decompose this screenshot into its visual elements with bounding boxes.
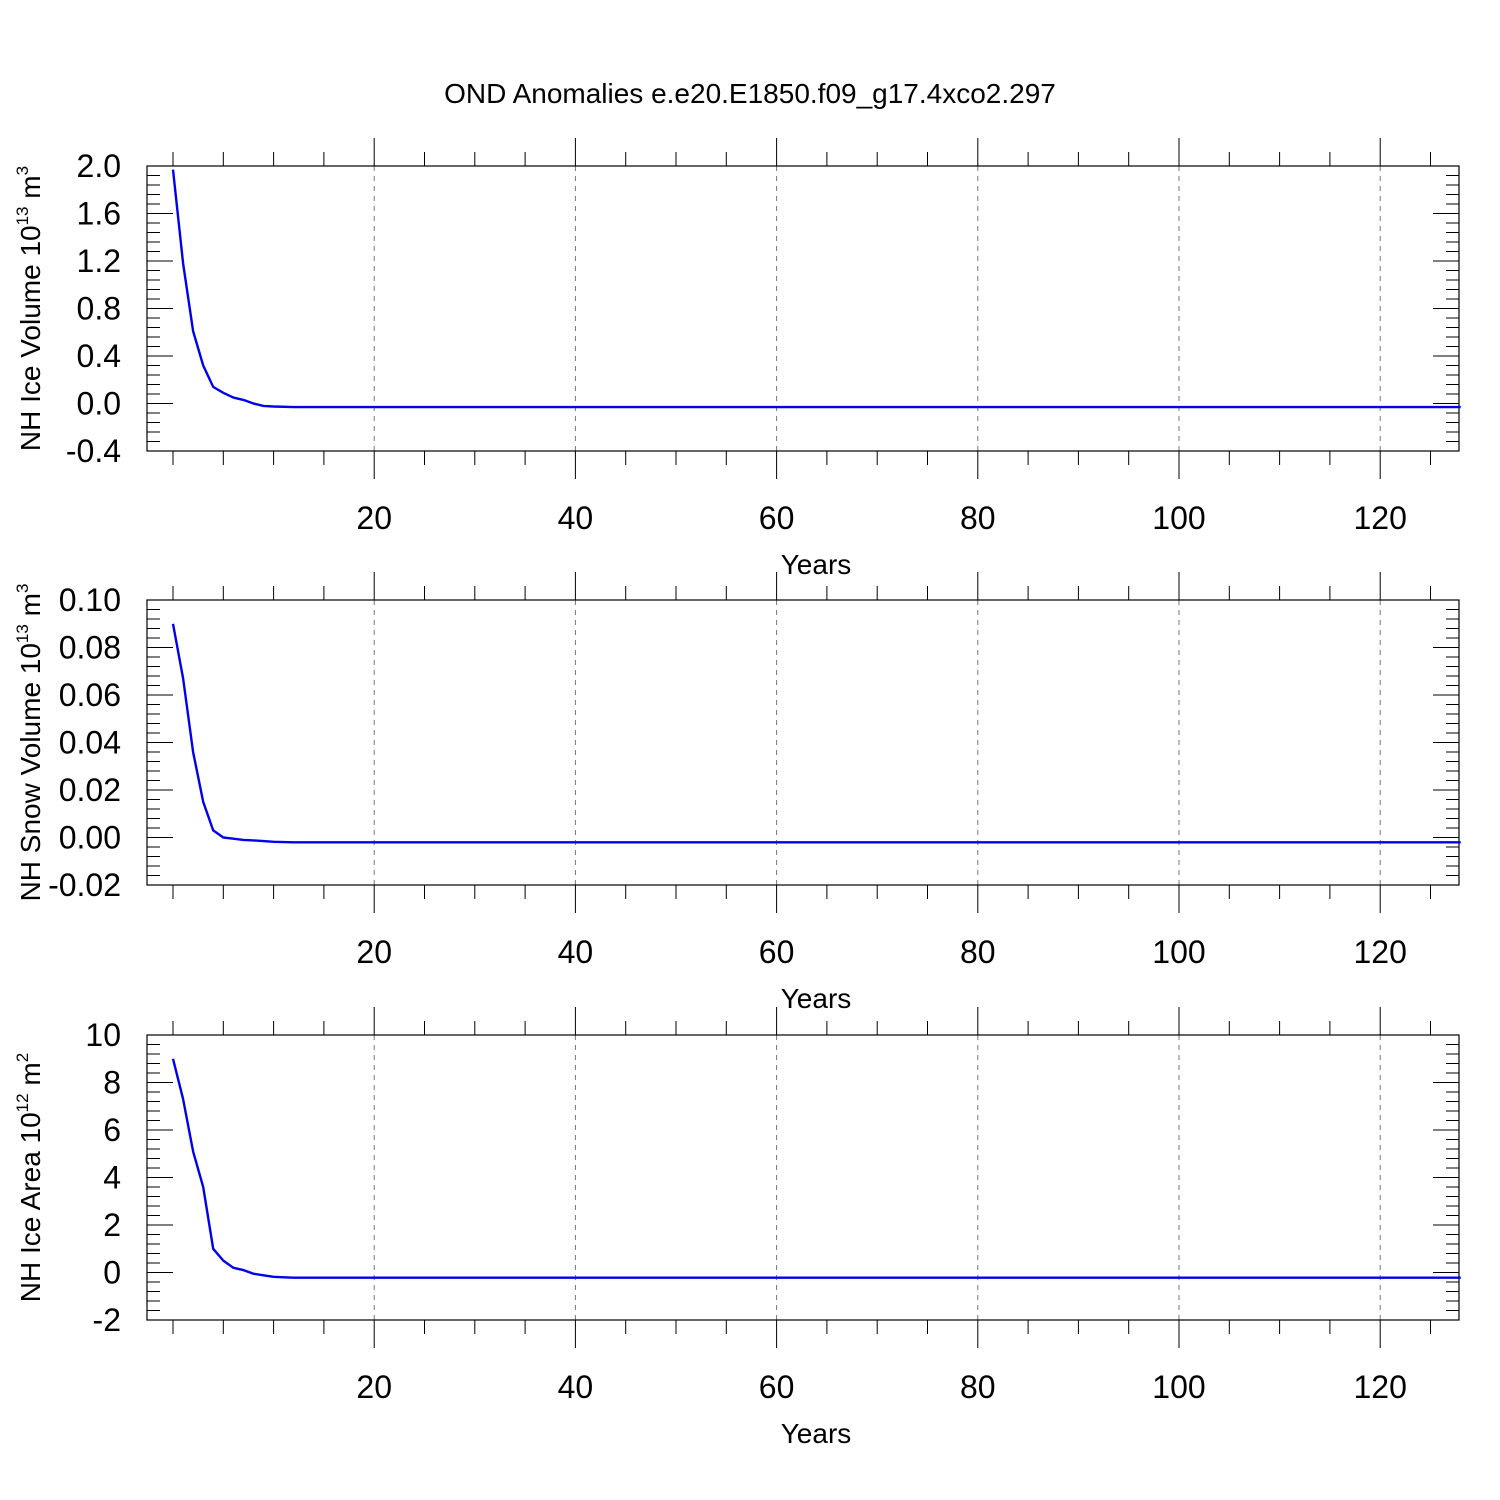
y-axis-label-part: NH Ice Area 10 [15,1112,46,1302]
chart-panel-1: 2.0 1.6 1.2 0.8 0.4 0.0 -0.4 20 40 60 80 100 120 Year… [13,138,1461,580]
x-tick-label: 20 [356,934,392,970]
y-axis-label-superscript: 3 [13,166,32,175]
x-tick-label: 40 [558,1369,594,1405]
y-axis-label-part: m [15,1062,46,1093]
y-axis-label: NH Snow Volume 1013 m3 [13,584,46,902]
y-axis-label-superscript: 3 [13,584,32,593]
x-axis-label: Years [781,983,852,1014]
x-tick-label: 40 [558,934,594,970]
y-tick-label: 0.4 [77,338,121,374]
x-tick-label: 80 [960,1369,996,1405]
x-tick-label: 60 [759,500,795,536]
y-tick-label: 0 [103,1255,121,1291]
y-tick-label: 0.00 [59,820,121,856]
y-tick-label: -2 [93,1302,121,1338]
y-tick-label: 2.0 [77,148,121,184]
x-tick-label: 80 [960,500,996,536]
y-axis-label-part: m [15,175,46,206]
series-line [171,169,1461,409]
x-tick-label: 100 [1152,1369,1205,1405]
x-tick-label: 120 [1354,500,1407,536]
y-axis-label-superscript: 13 [13,206,32,225]
x-axis-label: Years [781,549,852,580]
x-tick-label: 100 [1152,500,1205,536]
y-axis-label: NH Ice Volume 1013 m3 [13,166,46,451]
y-axis-label-part: NH Ice Volume 10 [15,225,46,451]
series-line [171,623,1461,844]
x-tick-label: 120 [1354,1369,1407,1405]
y-tick-label: 4 [103,1160,121,1196]
y-tick-label: 2 [103,1207,121,1243]
y-tick-label: 1.2 [77,243,121,279]
y-axis-label-superscript: 12 [13,1093,32,1112]
x-axis-label: Years [781,1418,852,1449]
x-tick-label: 80 [960,934,996,970]
y-tick-label: 0.08 [59,630,121,666]
y-tick-label: 0.8 [77,291,121,327]
y-tick-label: 0.02 [59,772,121,808]
y-tick-label: 0.06 [59,677,121,713]
y-tick-label: -0.4 [66,433,121,469]
y-axis-label-superscript: 13 [13,624,32,643]
y-tick-label: 0.04 [59,725,121,761]
series-line [171,1058,1461,1279]
y-axis-label-part: m [15,593,46,624]
y-tick-label: 0.10 [59,582,121,618]
y-axis-label-part: NH Snow Volume 10 [15,643,46,901]
chart-panel-2: 0.10 0.08 0.06 0.04 0.02 0.00 -0.02 20 40 60 80 100… [13,572,1461,1014]
y-axis-label-superscript: 2 [13,1053,32,1062]
x-tick-label: 60 [759,1369,795,1405]
y-tick-label: 1.6 [77,196,121,232]
x-tick-label: 20 [356,500,392,536]
figure-title: OND Anomalies e.e20.E1850.f09_g17.4xco2.… [444,78,1056,109]
x-tick-label: 20 [356,1369,392,1405]
x-tick-label: 100 [1152,934,1205,970]
panels: 2.01.61.20.80.40.0-0.420 40 60 80 100 120Year… [13,138,1461,1449]
y-tick-label: 0.0 [77,386,121,422]
y-tick-label: 6 [103,1112,121,1148]
y-tick-label: 8 [103,1065,121,1101]
y-axis-label: NH Ice Area 1012 m2 [13,1053,46,1302]
x-tick-label: 60 [759,934,795,970]
x-tick-label: 40 [558,500,594,536]
y-tick-label: 10 [85,1017,121,1053]
x-tick-label: 120 [1354,934,1407,970]
y-tick-label: -0.02 [48,867,121,903]
